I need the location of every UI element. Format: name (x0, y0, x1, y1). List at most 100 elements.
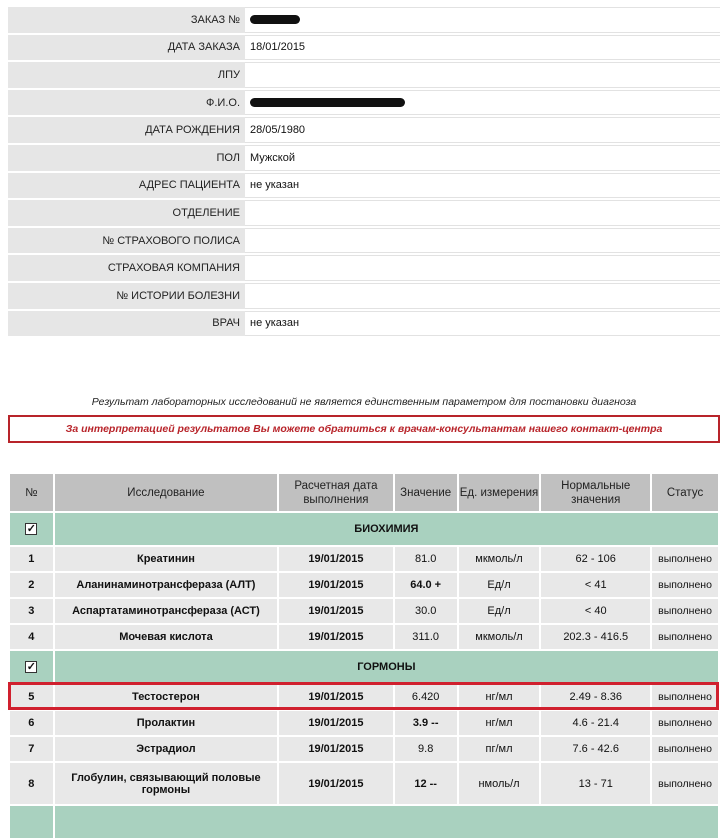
test-unit: нмоль/л (456, 761, 542, 806)
info-value-cell (245, 200, 720, 226)
info-value: Мужской (250, 151, 295, 164)
result-row: 6 Пролактин 19/01/2015 3.9 -- нг/мл 4.6 … (8, 709, 720, 737)
row-number: 6 (8, 709, 55, 737)
info-row: ПОЛ Мужской (8, 144, 720, 171)
test-date: 19/01/2015 (277, 761, 395, 806)
group-name: БИОХИМИЯ (52, 511, 721, 547)
redacted-value (250, 98, 405, 108)
info-value-cell: Мужской (245, 144, 720, 171)
result-row: 4 Мочевая кислота 19/01/2015 311.0 мкмол… (8, 623, 720, 651)
test-date: 19/01/2015 (277, 623, 395, 651)
row-number: 2 (8, 571, 55, 599)
row-number: 7 (8, 735, 55, 763)
test-name: Аланинаминотрансфераза (АЛТ) (52, 571, 280, 599)
test-unit: Ед/л (456, 571, 542, 599)
test-value: 9.8 (392, 735, 459, 763)
test-date: 19/01/2015 (277, 597, 395, 625)
info-value: не указан (250, 317, 300, 330)
test-value: 30.0 (392, 597, 459, 625)
test-name: Креатинин (52, 545, 280, 573)
test-date: 19/01/2015 (277, 571, 395, 599)
result-row: 2 Аланинаминотрансфераза (АЛТ) 19/01/201… (8, 571, 720, 599)
row-number: 4 (8, 623, 55, 651)
test-date: 19/01/2015 (277, 683, 395, 711)
test-status: выполнено (650, 709, 720, 737)
info-value: 18/01/2015 (250, 41, 306, 54)
test-status: выполнено (650, 735, 720, 763)
test-unit: мкмоль/л (456, 545, 542, 573)
test-norm: 7.6 - 42.6 (539, 735, 653, 763)
info-label: ДАТА ЗАКАЗА (8, 34, 245, 61)
test-norm: < 40 (539, 597, 653, 625)
column-header: Нормальные значения (539, 472, 653, 513)
column-header: № (8, 472, 55, 513)
test-value: 12 -- (392, 761, 459, 806)
checkmark-icon[interactable]: ✓ (25, 523, 38, 535)
info-value-cell (245, 227, 720, 254)
consultation-warning: За интерпретацией результатов Вы можете … (8, 415, 720, 443)
info-label: ОТДЕЛЕНИЕ (8, 200, 245, 226)
info-value-cell: не указан (245, 310, 720, 337)
group-checkbox[interactable]: ✓ (8, 511, 55, 547)
test-date: 19/01/2015 (277, 545, 395, 573)
column-header: Исследование (52, 472, 280, 513)
info-label: ПОЛ (8, 144, 245, 171)
test-name: Эстрадиол (52, 735, 280, 763)
test-value: 81.0 (392, 545, 459, 573)
test-status: выполнено (650, 623, 720, 651)
result-row: 3 Аспартатаминотрансфераза (АСТ) 19/01/2… (8, 597, 720, 625)
column-header: Статус (650, 472, 720, 513)
info-value-cell: 28/05/1980 (245, 117, 720, 143)
test-status: выполнено (650, 683, 720, 711)
results-table: № Исследование Расчетная дата выполнения Зн… (8, 472, 721, 840)
test-unit: мкмоль/л (456, 623, 542, 651)
info-row: ОТДЕЛЕНИЕ (8, 200, 720, 226)
test-value: 311.0 (392, 623, 459, 651)
test-unit: пг/мл (456, 735, 542, 763)
info-value-cell: не указан (245, 172, 720, 199)
row-number: 1 (8, 545, 55, 573)
info-label: № ИСТОРИИ БОЛЕЗНИ (8, 282, 245, 309)
highlight-box (8, 682, 719, 710)
test-norm: 62 - 106 (539, 545, 653, 573)
test-norm: 4.6 - 21.4 (539, 709, 653, 737)
test-date: 19/01/2015 (277, 735, 395, 763)
info-label: ЗАКАЗ № (8, 7, 245, 33)
info-row: Ф.И.О. (8, 89, 720, 116)
info-value-cell (245, 7, 720, 33)
info-value-cell: 18/01/2015 (245, 34, 720, 61)
row-number: 8 (8, 761, 55, 806)
checkmark-icon[interactable]: ✓ (25, 661, 38, 673)
info-label: ЛПУ (8, 62, 245, 88)
column-header: Расчетная дата выполнения (277, 472, 395, 513)
info-label: ДАТА РОЖДЕНИЯ (8, 117, 245, 143)
test-unit: нг/мл (456, 709, 542, 737)
test-date: 19/01/2015 (277, 709, 395, 737)
info-row: ЛПУ (8, 62, 720, 88)
test-value: 3.9 -- (392, 709, 459, 737)
info-row: ВРАЧ не указан (8, 310, 720, 337)
test-name: Глобулин, связывающий половые гормоны (52, 761, 280, 806)
test-status: выполнено (650, 761, 720, 806)
test-name: Аспартатаминотрансфераза (АСТ) (52, 597, 280, 625)
result-row: 8 Глобулин, связывающий половые гормоны … (8, 761, 720, 806)
disclaimer-note: Результат лабораторных исследований не я… (91, 396, 637, 408)
info-row: № ИСТОРИИ БОЛЕЗНИ (8, 282, 720, 309)
test-norm: 202.3 - 416.5 (539, 623, 653, 651)
test-value: 64.0 + (392, 571, 459, 599)
result-row: 7 Эстрадиол 19/01/2015 9.8 пг/мл 7.6 - 4… (8, 735, 720, 763)
result-row: 1 Креатинин 19/01/2015 81.0 мкмоль/л 62 … (8, 545, 720, 573)
test-norm: 13 - 71 (539, 761, 653, 806)
info-row: СТРАХОВАЯ КОМПАНИЯ (8, 255, 720, 281)
info-row: АДРЕС ПАЦИЕНТА не указан (8, 172, 720, 199)
info-value: 28/05/1980 (250, 124, 306, 137)
info-value: не указан (250, 179, 300, 192)
info-label: Ф.И.О. (8, 89, 245, 116)
info-label: ВРАЧ (8, 310, 245, 337)
info-value-cell (245, 62, 720, 88)
info-row: ЗАКАЗ № (8, 7, 720, 33)
test-status: выполнено (650, 597, 720, 625)
group-name: ГОРМОНЫ (52, 649, 721, 685)
test-status: выполнено (650, 571, 720, 599)
group-checkbox[interactable]: ✓ (8, 649, 55, 685)
